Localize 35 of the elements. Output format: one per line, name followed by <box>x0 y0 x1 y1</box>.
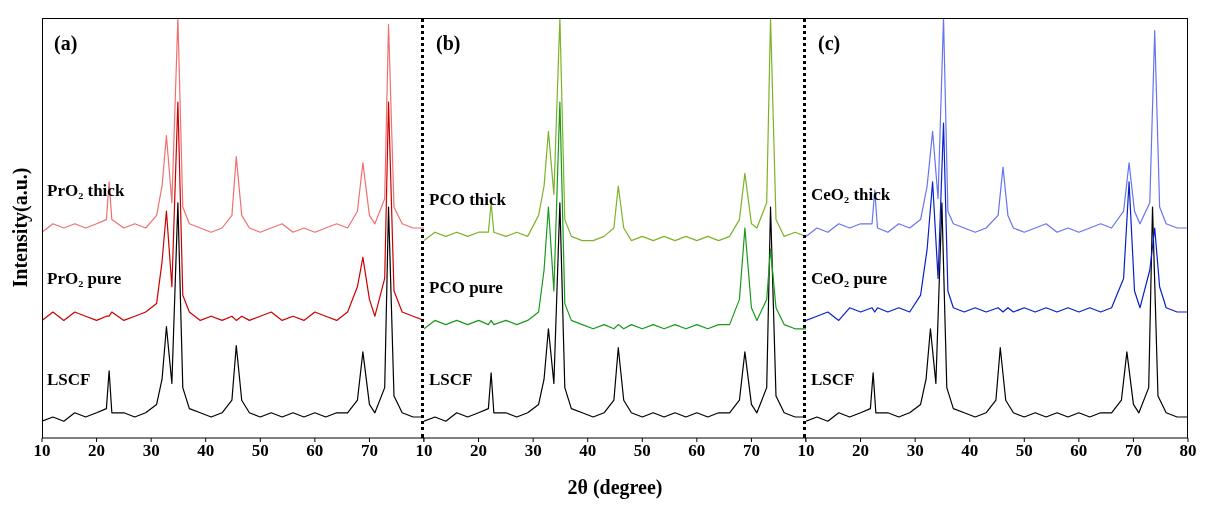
x-tick-label: 40 <box>961 441 979 461</box>
x-tick-label: 80 <box>1179 441 1197 461</box>
y-axis-title: Intensity(a.u.) <box>8 166 32 290</box>
text: (c) <box>818 32 841 55</box>
x-tick-label: 70 <box>742 441 760 461</box>
x-tick-label: 30 <box>524 441 542 461</box>
series-label: PrO₂ pure <box>47 269 122 289</box>
x-tick-label: 60 <box>688 441 706 461</box>
x-tick-label: 40 <box>197 441 215 461</box>
x-tick-label: 50 <box>1015 441 1033 461</box>
series-label: LSCF <box>429 370 473 390</box>
x-tick-label: 60 <box>306 441 324 461</box>
x-tick-label: 70 <box>360 441 378 461</box>
series-label: PrO₂ thick <box>47 181 125 201</box>
text: (a) <box>54 32 78 55</box>
x-tick-label: 20 <box>470 441 488 461</box>
series-label: LSCF <box>811 370 855 390</box>
x-tick-label: 50 <box>633 441 651 461</box>
x-tick-label: 50 <box>251 441 269 461</box>
x-tick-label: 20 <box>852 441 870 461</box>
x-tick-label: 30 <box>906 441 924 461</box>
x-tick-label: 20 <box>88 441 106 461</box>
series-label: LSCF <box>47 370 91 390</box>
x-tick-label: 10 <box>33 441 51 461</box>
series-label: PCO pure <box>429 277 504 297</box>
x-tick-label: 30 <box>142 441 160 461</box>
x-tick-label: 70 <box>1124 441 1142 461</box>
x-axis-title: 2θ (degree) <box>566 476 664 499</box>
x-tick-label: 10 <box>797 441 815 461</box>
series-label: PCO thick <box>429 189 507 209</box>
x-tick-label: 10 <box>415 441 433 461</box>
x-tick-label: 60 <box>1070 441 1088 461</box>
series-label: CeO₂ pure <box>811 269 888 289</box>
x-tick-label: 40 <box>579 441 597 461</box>
text: (b) <box>436 32 461 55</box>
